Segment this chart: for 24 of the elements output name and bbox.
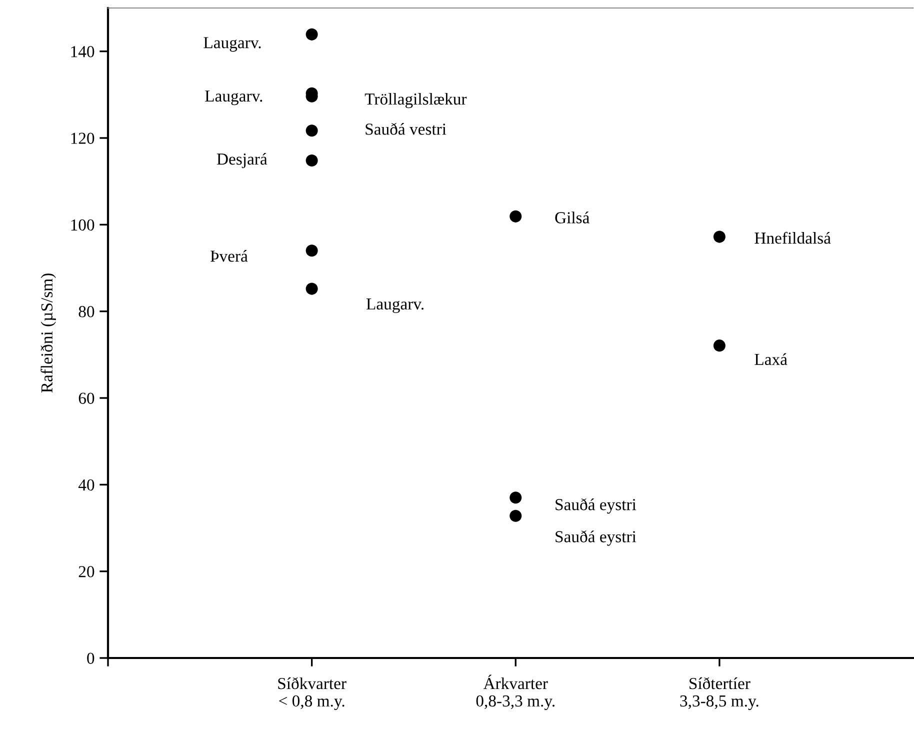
y-axis-title: Rafleiðni (µS/sm) [40,274,56,393]
annotation: Hnefildalsá [754,232,831,244]
annotation: Laxá [754,353,788,366]
annotation: Þverá [210,250,248,262]
y-tick-label: 140 [71,46,94,58]
annotation: Sauðá vestri [366,122,446,135]
x-tick-label: Síðkvarter < 0,8 m.y. [278,677,346,710]
annotation: Sauðá eystri [556,498,636,514]
y-tick-label: 0 [87,652,94,664]
annotation: Sauðá eystri [556,530,636,546]
annotation: Desjará [216,152,268,168]
x-tick-label: Árkvarter 0,8-3,3 m.y. [476,674,555,710]
annotation: Laugarv. [205,90,262,106]
annotation: Tröllagilslækur [364,92,467,108]
annotation: Laugarv. [204,37,261,52]
x-tick-label: Síðtertíer 3,3-8,5 m.y. [680,677,758,710]
y-tick-label: 20 [78,566,94,578]
annotation: Laugarv. [366,298,424,314]
y-tick-label: 120 [71,132,94,144]
y-tick-label: 60 [78,392,94,404]
annotation: Gilsá [555,212,590,224]
y-tick-label: 100 [71,219,94,231]
y-tick-label: 80 [78,306,94,318]
y-tick-label: 40 [78,479,94,491]
